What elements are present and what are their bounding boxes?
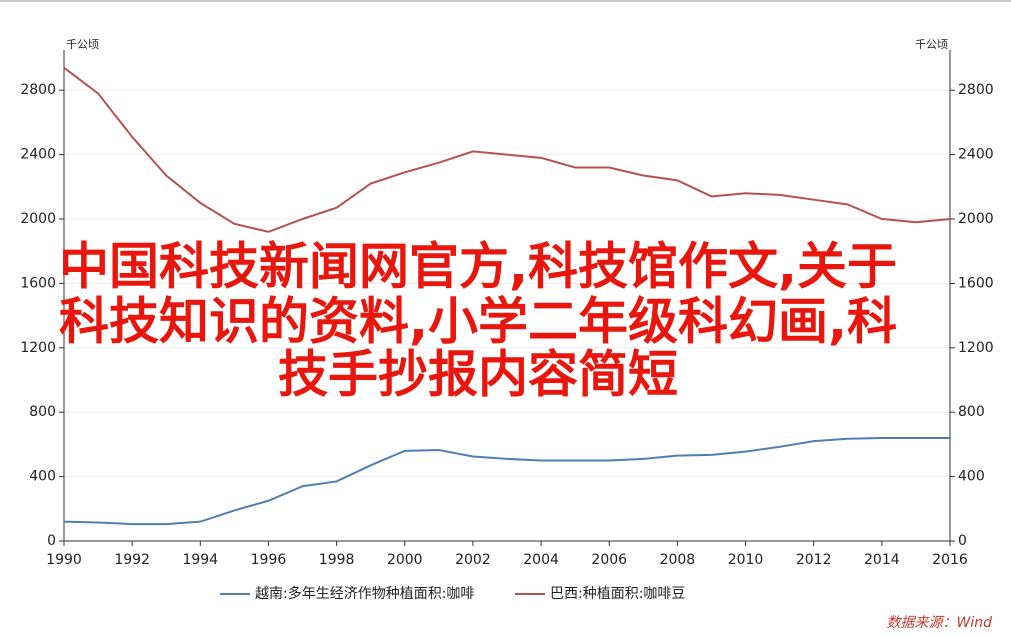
y2-tick-label: 2800 bbox=[958, 82, 994, 98]
y-tick-label: 400 bbox=[29, 469, 56, 485]
y-tick-label: 2000 bbox=[20, 211, 56, 227]
overlay-text: 中国科技新闻网官方,科技馆作文,关于 bbox=[59, 238, 897, 296]
y-tick-label: 2800 bbox=[20, 82, 56, 98]
x-tick-label: 2012 bbox=[796, 552, 832, 568]
x-tick-label: 2006 bbox=[591, 552, 627, 568]
series-line bbox=[63, 66, 951, 233]
source: 数据来源：Wind bbox=[887, 615, 993, 631]
x-tick-label: 2010 bbox=[728, 552, 764, 568]
y2-tick-label: 0 bbox=[958, 533, 967, 549]
series-line bbox=[63, 436, 950, 526]
y-tick-label: 1600 bbox=[20, 275, 56, 291]
y-tick-label: 2400 bbox=[20, 147, 56, 163]
x-tick-label: 2016 bbox=[932, 552, 968, 568]
y2-tick-label: 400 bbox=[958, 469, 985, 485]
overlay-text: 技手抄报内容简短 bbox=[278, 346, 678, 404]
y-tick-label: 0 bbox=[47, 533, 56, 549]
y-axis-label: 千公顷 bbox=[66, 38, 99, 51]
y2-tick-label: 800 bbox=[958, 404, 985, 420]
x-tick-label: 2008 bbox=[660, 552, 696, 568]
y2-axis-label: 千公顷 bbox=[915, 38, 948, 51]
x-tick-label: 2002 bbox=[455, 552, 491, 568]
y2-tick-label: 2400 bbox=[958, 147, 994, 163]
x-tick-label: 2004 bbox=[523, 552, 559, 568]
x-tick-label: 1996 bbox=[251, 552, 287, 568]
y-tick-label: 1200 bbox=[20, 340, 56, 356]
x-tick-label: 1992 bbox=[114, 552, 150, 568]
x-tick-label: 2014 bbox=[864, 552, 900, 568]
legend-label: 越南:多年生经济作物种植面积:咖啡 bbox=[255, 585, 474, 602]
overlay-text: 科技知识的资料,小学二年级科幻画,科 bbox=[59, 293, 897, 351]
x-tick-label: 2000 bbox=[387, 552, 423, 568]
y-tick-label: 800 bbox=[29, 404, 56, 420]
x-tick-label: 1998 bbox=[319, 552, 355, 568]
legend-label: 巴西:种植面积:咖啡豆 bbox=[550, 586, 685, 602]
x-tick-label: 1990 bbox=[46, 552, 82, 568]
x-tick-label: 1994 bbox=[182, 552, 218, 568]
y2-tick-label: 1200 bbox=[958, 340, 994, 356]
y2-tick-label: 1600 bbox=[958, 275, 994, 291]
y2-tick-label: 2000 bbox=[958, 211, 994, 227]
